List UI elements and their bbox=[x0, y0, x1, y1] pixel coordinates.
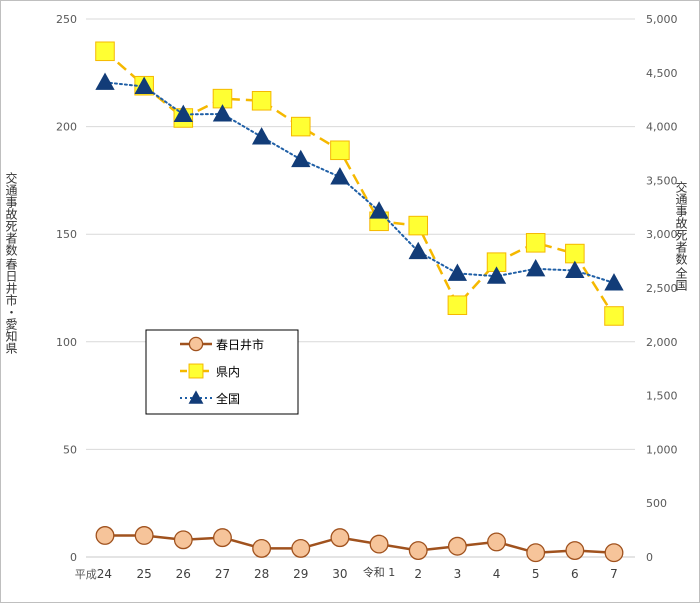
x-tick-label: 30 bbox=[332, 567, 347, 581]
left-tick-label: 100 bbox=[56, 336, 77, 349]
x-tick-label: 26 bbox=[176, 567, 191, 581]
left-tick-label: 150 bbox=[56, 228, 77, 241]
x-tick-label: 6 bbox=[571, 567, 579, 581]
left-tick-label: 0 bbox=[70, 551, 77, 564]
right-tick-label: 4,500 bbox=[646, 67, 678, 80]
left-tick-label: 50 bbox=[63, 443, 77, 456]
series-2 bbox=[95, 72, 624, 291]
left-axis-title-line1: 春日井市・愛知県 bbox=[4, 258, 18, 354]
legend-marker bbox=[188, 363, 204, 379]
data-point bbox=[291, 538, 311, 558]
gridlines bbox=[86, 18, 635, 558]
series-1 bbox=[95, 41, 624, 326]
x-tick-label: 3 bbox=[454, 567, 462, 581]
x-tick-label: 27 bbox=[215, 567, 230, 581]
data-point bbox=[408, 215, 429, 236]
x-tick-label: 令和 1 bbox=[363, 565, 396, 579]
data-point bbox=[487, 532, 506, 552]
x-tick-label: 25 bbox=[137, 567, 152, 581]
x-tick-label: 平成24 bbox=[75, 567, 112, 581]
data-point bbox=[565, 243, 585, 264]
right-tick-label: 500 bbox=[646, 497, 667, 510]
data-point bbox=[95, 41, 115, 62]
data-point bbox=[526, 259, 546, 277]
right-tick-label: 2,000 bbox=[646, 336, 678, 349]
data-point bbox=[486, 266, 507, 284]
data-point bbox=[95, 72, 115, 90]
data-point bbox=[408, 241, 428, 260]
data-point bbox=[447, 536, 467, 556]
data-point bbox=[173, 530, 193, 550]
data-point bbox=[330, 167, 350, 185]
data-point bbox=[213, 528, 232, 548]
data-point bbox=[134, 76, 154, 95]
right-tick-label: 2,500 bbox=[646, 282, 678, 295]
data-point bbox=[330, 140, 350, 161]
legend-marker bbox=[188, 390, 204, 404]
x-tick-label: 2 bbox=[414, 567, 422, 581]
x-tick-label: 29 bbox=[293, 567, 308, 581]
right-axis-title-line2: 交通事故死者数 bbox=[674, 181, 688, 265]
left-axis-title-line2: 交通事故死者数 bbox=[4, 172, 18, 256]
series-layer bbox=[95, 41, 624, 563]
data-point bbox=[447, 295, 468, 315]
right-axis-title-line1: 全国 bbox=[674, 267, 688, 291]
data-point bbox=[604, 306, 624, 326]
data-point bbox=[330, 528, 350, 548]
data-point bbox=[526, 543, 546, 563]
data-point bbox=[525, 233, 546, 253]
data-point bbox=[251, 127, 272, 145]
legend-marker bbox=[188, 336, 204, 352]
left-axis-title: 春日井市・愛知県 交通事故死者数 bbox=[4, 172, 18, 354]
data-point bbox=[134, 526, 154, 545]
right-tick-label: 0 bbox=[646, 551, 653, 564]
data-point bbox=[291, 149, 311, 168]
series-0 bbox=[95, 526, 624, 563]
right-tick-label: 1,000 bbox=[646, 443, 678, 456]
legend-label: 春日井市 bbox=[216, 337, 264, 352]
data-point bbox=[447, 263, 468, 281]
right-tick-label: 5,000 bbox=[646, 13, 678, 26]
data-point bbox=[604, 543, 624, 563]
data-point bbox=[369, 534, 389, 554]
data-point bbox=[369, 201, 389, 219]
legend-label: 全国 bbox=[216, 391, 240, 406]
right-tick-label: 3,500 bbox=[646, 174, 678, 187]
data-point bbox=[173, 104, 193, 122]
data-point bbox=[95, 526, 115, 545]
data-point bbox=[290, 116, 311, 137]
left-tick-label: 200 bbox=[56, 121, 77, 134]
data-point bbox=[604, 273, 624, 291]
x-tick-label: 5 bbox=[532, 567, 540, 581]
data-point bbox=[565, 541, 585, 560]
x-tick-label: 28 bbox=[254, 567, 269, 581]
right-tick-label: 4,000 bbox=[646, 121, 678, 134]
x-tick-label: 4 bbox=[493, 567, 501, 581]
right-tick-label: 1,500 bbox=[646, 390, 678, 403]
data-point bbox=[565, 260, 585, 279]
right-tick-label: 3,000 bbox=[646, 228, 678, 241]
data-point bbox=[251, 90, 272, 111]
x-tick-label: 7 bbox=[610, 567, 618, 581]
legend-label: 県内 bbox=[216, 365, 240, 379]
data-point bbox=[212, 104, 233, 122]
data-point bbox=[408, 541, 428, 560]
left-axis-ticks: 0 50 100 150 200 250 bbox=[56, 13, 77, 564]
x-axis-ticks: 平成24 25 26 27 28 29 30 令和 1 2 3 4 5 6 7 bbox=[75, 565, 618, 581]
legend-box bbox=[145, 329, 299, 415]
right-axis-title: 全国 交通事故死者数 bbox=[674, 181, 688, 291]
left-tick-label: 250 bbox=[56, 13, 77, 26]
right-axis-ticks: 0 500 1,000 1,500 2,000 2,500 3,000 3,500 4,000 4… bbox=[646, 13, 678, 564]
series-line bbox=[104, 81, 615, 284]
data-point bbox=[252, 538, 272, 558]
